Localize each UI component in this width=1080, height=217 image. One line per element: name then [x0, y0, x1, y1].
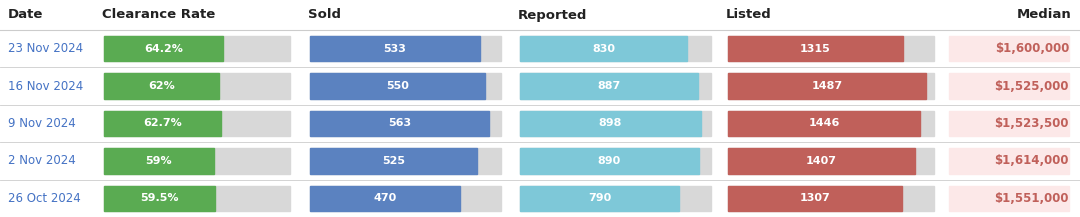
Text: 2 Nov 2024: 2 Nov 2024	[8, 155, 76, 167]
Bar	[949, 36, 1069, 61]
Text: Date: Date	[8, 8, 43, 21]
Bar	[728, 73, 934, 99]
Bar	[519, 148, 699, 174]
Bar	[310, 186, 460, 211]
Bar	[728, 111, 934, 136]
Text: Clearance Rate: Clearance Rate	[102, 8, 215, 21]
Text: $1,523,500: $1,523,500	[995, 117, 1069, 130]
Text: 470: 470	[374, 193, 396, 203]
Bar	[104, 148, 291, 174]
Text: 26 Oct 2024: 26 Oct 2024	[8, 192, 81, 205]
Bar	[310, 73, 485, 99]
Bar	[728, 148, 915, 174]
Text: Median: Median	[1017, 8, 1072, 21]
Bar	[310, 111, 489, 136]
Bar	[728, 111, 920, 136]
Bar	[728, 186, 934, 211]
Bar	[310, 36, 480, 61]
Text: 830: 830	[592, 44, 615, 54]
Text: 1315: 1315	[800, 44, 831, 54]
Text: 9 Nov 2024: 9 Nov 2024	[8, 117, 76, 130]
Text: Sold: Sold	[308, 8, 341, 21]
Bar	[949, 111, 1069, 136]
Bar	[310, 36, 501, 61]
Bar	[519, 36, 687, 61]
Bar	[519, 73, 699, 99]
Text: $1,551,000: $1,551,000	[995, 192, 1069, 205]
Bar	[104, 73, 291, 99]
Bar	[310, 148, 501, 174]
Text: $1,614,000: $1,614,000	[995, 155, 1069, 167]
Text: $1,525,000: $1,525,000	[995, 80, 1069, 93]
Bar	[519, 73, 711, 99]
Text: 563: 563	[388, 118, 411, 128]
Bar	[519, 111, 711, 136]
Bar	[310, 148, 477, 174]
Bar	[310, 73, 501, 99]
Bar	[728, 186, 902, 211]
Bar	[519, 36, 711, 61]
Text: 887: 887	[597, 81, 621, 91]
Bar	[104, 148, 214, 174]
Bar	[728, 36, 934, 61]
Text: 64.2%: 64.2%	[145, 44, 184, 54]
Bar	[104, 73, 219, 99]
Bar	[519, 148, 711, 174]
Bar	[519, 186, 711, 211]
Bar	[519, 111, 701, 136]
Text: 525: 525	[382, 156, 405, 166]
Text: 550: 550	[387, 81, 409, 91]
Text: 533: 533	[383, 44, 406, 54]
Text: 16 Nov 2024: 16 Nov 2024	[8, 80, 83, 93]
Text: 62.7%: 62.7%	[143, 118, 181, 128]
Text: 1446: 1446	[809, 118, 840, 128]
Text: 59%: 59%	[146, 156, 172, 166]
Bar	[728, 148, 934, 174]
Bar	[310, 111, 501, 136]
Text: 59.5%: 59.5%	[140, 193, 178, 203]
Text: 1307: 1307	[799, 193, 831, 203]
Text: 1407: 1407	[806, 156, 837, 166]
Bar	[104, 36, 224, 61]
Text: 23 Nov 2024: 23 Nov 2024	[8, 42, 83, 55]
Text: Reported: Reported	[518, 8, 588, 21]
Bar	[104, 186, 291, 211]
Bar	[104, 186, 215, 211]
Bar	[728, 36, 903, 61]
Bar	[104, 111, 291, 136]
Bar	[519, 186, 679, 211]
Text: 890: 890	[598, 156, 621, 166]
Bar	[310, 186, 501, 211]
Text: Listed: Listed	[726, 8, 772, 21]
Text: 1487: 1487	[811, 81, 842, 91]
Text: 898: 898	[598, 118, 622, 128]
Text: $1,600,000: $1,600,000	[995, 42, 1069, 55]
Bar	[104, 111, 220, 136]
Bar	[949, 148, 1069, 174]
Text: 62%: 62%	[148, 81, 175, 91]
Bar	[949, 73, 1069, 99]
Text: 790: 790	[588, 193, 611, 203]
Bar	[949, 186, 1069, 211]
Bar	[728, 73, 926, 99]
Bar	[104, 36, 291, 61]
